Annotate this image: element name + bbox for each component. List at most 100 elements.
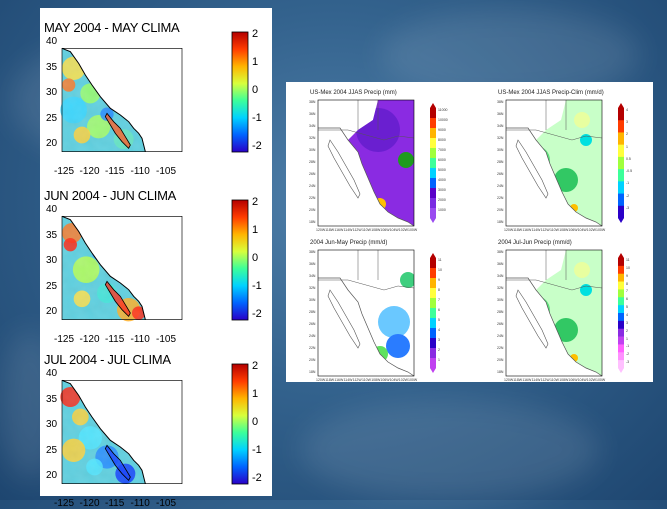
colorbar-tick-label: 2 — [252, 28, 259, 40]
lon-tick-label: 112W — [352, 378, 362, 382]
lon-tick-label: 102W — [398, 228, 408, 232]
colorbar-tick-label: 9 — [626, 273, 628, 278]
colorbar — [231, 31, 249, 153]
y-tick-label: 30 — [46, 255, 58, 266]
x-tick-label: -120 — [79, 334, 100, 345]
colorbar-tick-label: 2 — [252, 360, 259, 372]
colorbar-tick-label: -0.5 — [626, 169, 633, 174]
lon-tick-label: 106W — [380, 378, 390, 382]
lat-tick-label: 20N — [497, 358, 504, 362]
lat-tick-label: 22N — [497, 346, 504, 350]
colorbar-tick-label: -1 — [252, 444, 262, 456]
panel-title: JUL 2004 - JUL CLIMA — [44, 352, 171, 367]
lon-tick-label: 104W — [577, 228, 587, 232]
colorbar-tick-label: -3 — [626, 360, 630, 365]
colorbar-tick-label: 11 — [626, 258, 630, 262]
panel-title: US-Mex 2004 JJAS Precip-Clim (mm/d) — [498, 90, 604, 96]
lon-tick-label: 106W — [568, 378, 578, 382]
colorbar-tick-label: 4 — [626, 108, 628, 112]
colorbar-tick-label: -2 — [626, 352, 630, 357]
lat-tick-label: 26N — [309, 322, 316, 326]
colorbar-tick-label: 1000 — [438, 208, 446, 212]
lon-tick-label: 104W — [389, 378, 399, 382]
lon-tick-label: 100W — [596, 378, 606, 382]
lat-tick-label: 18N — [497, 370, 504, 374]
x-tick-label: -105 — [156, 334, 177, 345]
y-tick-label: 30 — [46, 419, 58, 430]
lon-tick-label: 120W — [504, 228, 514, 232]
colorbar-tick-label: 3 — [626, 120, 628, 125]
x-tick-label: -110 — [130, 166, 150, 177]
lon-tick-label: 100W — [408, 378, 418, 382]
y-tick-label: 20 — [46, 138, 58, 149]
lat-tick-label: 34N — [309, 274, 316, 278]
cloud-texture — [300, 400, 600, 500]
lat-tick-label: 30N — [497, 298, 504, 302]
y-tick-label: 40 — [46, 36, 58, 47]
x-tick-label: -125 — [54, 334, 75, 345]
precip-map — [317, 99, 415, 227]
y-tick-label: 40 — [46, 204, 58, 215]
y-tick-label: 35 — [46, 61, 58, 73]
colorbar-tick-label: 4 — [438, 328, 440, 332]
lat-tick-label: 24N — [309, 334, 316, 338]
lat-tick-label: 36N — [309, 262, 316, 266]
lon-tick-label: 118W — [513, 378, 523, 382]
lon-tick-label: 110W — [550, 378, 559, 382]
colorbar-tick-label: 7 — [626, 289, 628, 294]
colorbar-tick-label: -2 — [626, 193, 630, 198]
colorbar-tick-label: 10 — [626, 265, 630, 270]
panel-title: 2004 Jun-May Precip (mm/d) — [310, 240, 388, 246]
lon-tick-label: 114W — [343, 378, 353, 382]
x-tick-label: -115 — [105, 334, 125, 345]
colorbar-tick-label: 9000 — [438, 128, 446, 132]
colorbar-tick-label: 6 — [438, 308, 440, 312]
lat-tick-label: 20N — [309, 358, 316, 362]
lon-tick-label: 108W — [559, 228, 569, 232]
colorbar — [231, 363, 249, 485]
lon-tick-label: 114W — [531, 378, 541, 382]
lon-tick-label: 116W — [334, 378, 344, 382]
colorbar-tick-label: -1 — [252, 280, 262, 292]
lat-tick-label: 22N — [309, 346, 316, 350]
lat-tick-label: 36N — [497, 112, 504, 116]
lon-tick-label: 106W — [380, 228, 390, 232]
lat-tick-label: 24N — [497, 334, 504, 338]
colorbar-tick-label: 1 — [626, 336, 628, 341]
lat-tick-label: 22N — [497, 196, 504, 200]
colorbar-tick-label: 7000 — [438, 148, 446, 152]
colorbar-tick-label: -1 — [626, 344, 630, 349]
colorbar — [430, 253, 436, 373]
y-tick-label: 25 — [46, 112, 58, 124]
lon-tick-label: 118W — [325, 228, 335, 232]
lon-tick-label: 108W — [371, 378, 381, 382]
sst-anomaly-map — [61, 215, 183, 322]
colorbar-tick-label: 1 — [626, 144, 628, 149]
colorbar-tick-label: 10 — [438, 268, 442, 272]
colorbar-tick-label: -1 — [626, 181, 630, 186]
lat-tick-label: 30N — [309, 148, 316, 152]
sst-anomaly-map — [60, 379, 183, 484]
lon-tick-label: 110W — [362, 378, 371, 382]
colorbar-tick-label: 3000 — [438, 188, 446, 192]
sst-anomaly-map — [60, 47, 183, 152]
y-tick-label: 20 — [46, 470, 58, 481]
lon-tick-label: 118W — [325, 378, 335, 382]
colorbar-tick-label: -2 — [252, 140, 262, 152]
colorbar — [231, 199, 249, 321]
lon-tick-label: 116W — [522, 228, 532, 232]
lat-tick-label: 30N — [309, 298, 316, 302]
y-tick-label: 25 — [46, 280, 58, 292]
x-tick-label: -115 — [105, 166, 125, 177]
colorbar-tick-label: 6 — [626, 297, 628, 302]
lon-tick-label: 116W — [522, 378, 532, 382]
precip-map — [505, 249, 603, 377]
lat-tick-label: 20N — [497, 208, 504, 212]
precip-map — [317, 249, 415, 377]
lat-tick-label: 18N — [309, 220, 316, 224]
lat-tick-label: 28N — [309, 310, 316, 314]
lat-tick-label: 38N — [497, 100, 504, 104]
colorbar-tick-label: 2 — [626, 132, 628, 137]
y-tick-label: 35 — [46, 229, 58, 241]
colorbar — [618, 103, 624, 223]
